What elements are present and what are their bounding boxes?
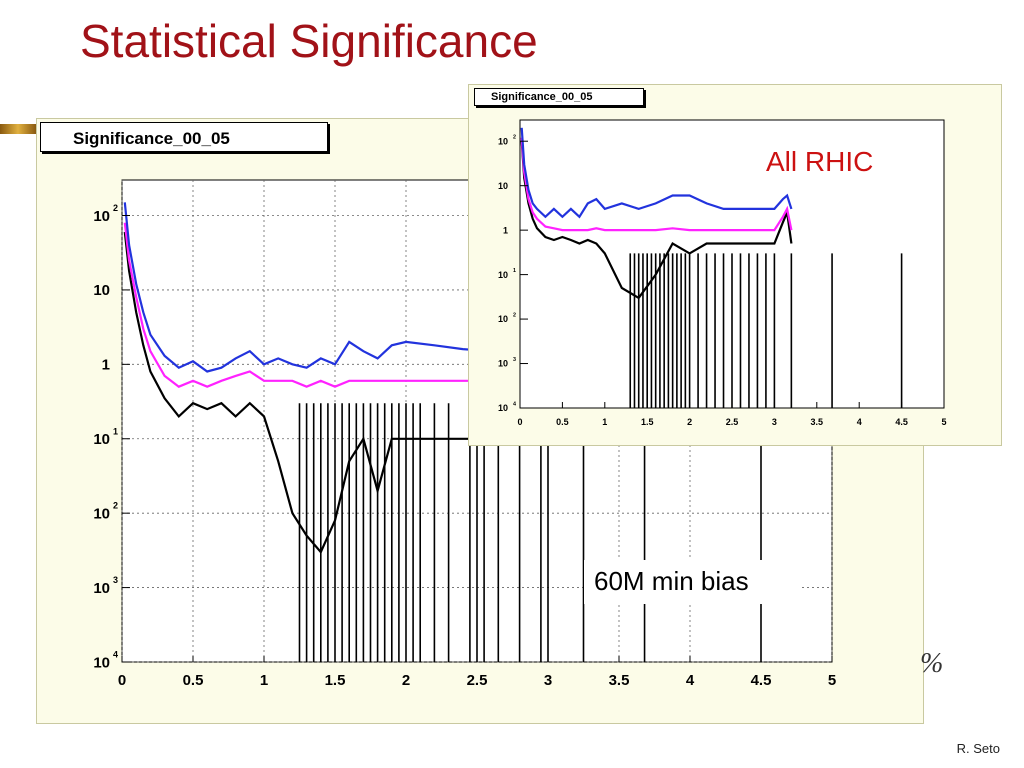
y-tick-exponent: 1 <box>513 268 516 274</box>
y-tick-label: 10 <box>498 359 508 369</box>
inset-chart-annotation: All RHIC <box>766 146 874 177</box>
inset-chart-title: Significance_00_05 <box>474 88 644 106</box>
y-tick-label: 10 <box>93 505 110 522</box>
series-line-magenta <box>520 137 793 232</box>
x-tick-label: 4 <box>686 672 695 689</box>
series-line-magenta <box>123 222 578 388</box>
x-tick-label: 0.5 <box>183 672 204 689</box>
x-tick-label: 3.5 <box>609 672 630 689</box>
series-line-black <box>520 141 793 300</box>
x-tick-label: 1.5 <box>325 672 346 689</box>
y-tick-label: 10 <box>93 654 110 671</box>
x-tick-label: 1 <box>260 672 268 689</box>
partial-text: % <box>920 648 944 679</box>
y-tick-label: 10 <box>93 282 110 299</box>
y-tick-exponent: 2 <box>513 312 516 318</box>
y-tick-label: 10 <box>93 431 110 448</box>
y-tick-exponent: 3 <box>513 357 516 363</box>
slide-title: Statistical Significance <box>80 15 538 67</box>
x-tick-label: 4 <box>857 417 862 427</box>
x-tick-label: 2 <box>687 417 692 427</box>
x-tick-label: 4.5 <box>895 417 908 427</box>
decorative-bar <box>0 118 36 140</box>
y-tick-label: 10 <box>93 208 110 225</box>
x-tick-label: 2 <box>402 672 410 689</box>
y-tick-exponent: 2 <box>113 501 118 511</box>
y-tick-label: 10 <box>498 136 508 146</box>
y-tick-label: 1 <box>503 225 508 235</box>
x-tick-label: 3 <box>544 672 552 689</box>
x-tick-label: 0 <box>118 672 126 689</box>
y-tick-exponent: 4 <box>513 401 516 407</box>
y-tick-exponent: 2 <box>113 203 118 213</box>
main-chart-title: Significance_00_05 <box>40 122 328 152</box>
y-tick-exponent: 1 <box>113 426 118 436</box>
x-tick-label: 0 <box>517 417 522 427</box>
x-tick-label: 5 <box>941 417 946 427</box>
x-tick-label: 2.5 <box>467 672 488 689</box>
y-tick-exponent: 3 <box>113 575 118 585</box>
y-tick-exponent: 4 <box>113 650 118 660</box>
y-tick-label: 1 <box>102 357 110 374</box>
main-chart-annotation: 60M min bias <box>584 560 800 604</box>
y-tick-label: 10 <box>498 403 508 413</box>
y-tick-label: 10 <box>498 270 508 280</box>
series-line-blue <box>520 127 793 219</box>
y-tick-label: 10 <box>498 181 508 191</box>
x-tick-label: 4.5 <box>751 672 772 689</box>
x-tick-label: 1.5 <box>641 417 654 427</box>
x-tick-label: 3.5 <box>811 417 824 427</box>
y-tick-exponent: 2 <box>513 135 516 141</box>
inset-chart: 0 0.5 1 1.5 2 2.5 3 3.5 4 4.5 5 10 2 10 1 10 1 10 2 10 3 10 4 <box>498 119 947 427</box>
x-tick-label: 0.5 <box>556 417 569 427</box>
slide-footer: R. Seto <box>956 741 1000 756</box>
y-tick-label: 10 <box>498 314 508 324</box>
x-tick-label: 3 <box>772 417 777 427</box>
x-tick-label: 1 <box>602 417 607 427</box>
x-tick-label: 5 <box>828 672 836 689</box>
x-tick-label: 2.5 <box>726 417 739 427</box>
series-line-black <box>123 231 578 555</box>
y-tick-label: 10 <box>93 580 110 597</box>
series-line-blue <box>123 202 578 373</box>
